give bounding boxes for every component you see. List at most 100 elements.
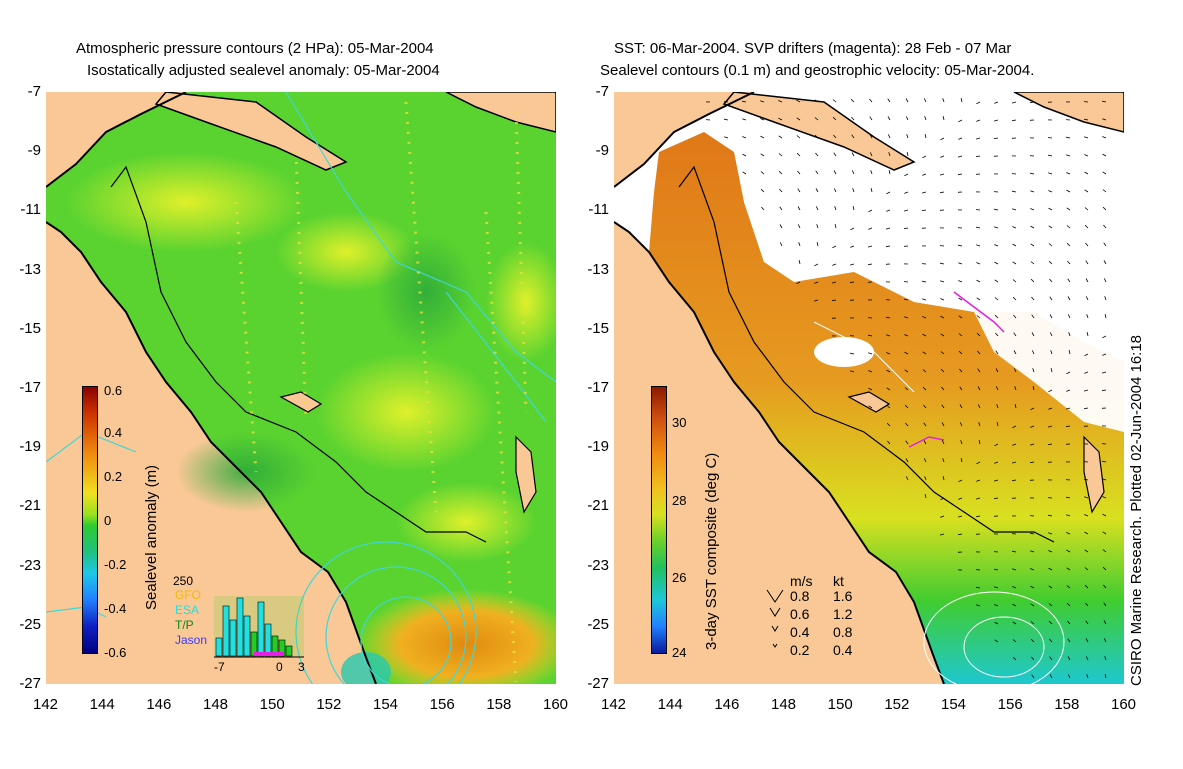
velocity-arrow [1030,261,1035,265]
velocity-arrow [1084,371,1089,374]
histogram-svg [214,596,304,658]
velocity-arrow [870,188,873,193]
velocity-arrow [940,315,945,319]
velocity-arrow [958,119,963,123]
velocity-arrow [960,458,963,463]
velocity-arrow [814,134,819,139]
velocity-arrow [850,98,855,103]
velocity-arrow [941,422,945,427]
velocity-arrow [1012,568,1017,571]
velocity-arrow [995,368,999,373]
velocity-arrow [906,152,909,157]
velocity-arrow [1029,443,1035,446]
left-map [46,92,556,684]
velocity-arrow [1086,314,1089,319]
velocity-arrow [942,116,945,121]
velocity-arrow [995,332,999,337]
velocity-arrow [1030,461,1035,464]
y-tick-label: -9 [595,142,609,160]
velocity-arrow [1102,118,1107,121]
reef [515,435,537,514]
velocity-arrow [976,586,981,589]
velocity-arrow [796,281,801,285]
velocity-arrow [1102,353,1107,356]
velocity-arrow [851,116,855,121]
velocity-arrow [1066,154,1071,157]
velocity-arrow [1030,243,1035,247]
velocity-arrow [868,405,873,409]
velocity-arrow [1048,514,1053,517]
velocity-arrow [905,422,909,427]
velocity-arrow [922,351,927,355]
velocity-arrow [742,100,747,103]
velocity-arrow [1012,639,1017,643]
velocity-arrow [1083,389,1089,392]
velocity-arrow [779,224,783,229]
velocity-arrow [885,227,891,230]
island [1013,92,1124,133]
right-colorbar [651,386,667,654]
velocity-arrow [959,404,963,409]
y-tick-label: -13 [587,260,609,278]
reef [279,391,323,413]
velocity-arrow [1084,549,1089,553]
velocity-arrow [994,586,999,589]
velocity-arrow [1011,101,1017,104]
velocity-arrow [832,245,837,249]
island [445,92,556,133]
velocity-legend-kt: 0.4 [833,642,853,658]
velocity-arrow [923,422,927,427]
x-tick-label: 148 [203,696,229,713]
x-tick-label: 160 [543,696,569,713]
velocity-arrow [778,135,783,139]
velocity-arrow [1085,242,1089,247]
velocity-arrow [1013,368,1017,373]
velocity-arrow [975,497,981,500]
velocity-arrow [886,209,891,212]
velocity-arrow [869,116,873,121]
velocity-arrow [886,352,891,355]
velocity-arrow [1103,584,1107,589]
velocity-arrow [958,262,963,265]
velocity-arrow [1049,638,1053,643]
velocity-arrow [1049,314,1053,319]
velocity-arrow [887,440,891,445]
velocity-arrow [1102,549,1107,553]
velocity-arrow [832,263,837,266]
anomaly-patch [376,232,476,352]
left-colorbar-tick: 0.6 [104,383,123,398]
velocity-arrow [760,135,765,139]
velocity-arrow [1031,296,1035,301]
velocity-arrow [1012,550,1017,553]
velocity-arrow [940,280,945,283]
velocity-arrow [1030,172,1035,175]
velocity-arrow [924,494,927,499]
velocity-arrow [850,281,855,284]
velocity-arrow [1012,119,1017,122]
velocity-arrow [1048,532,1053,535]
right-title-line2: Sealevel contours (0.1 m) and geostrophi… [600,62,1035,79]
velocity-arrow [797,224,801,229]
velocity-arrow [1084,531,1089,535]
velocity-arrow [724,136,729,139]
velocity-arrow [1066,389,1071,392]
velocity-legend-ms: 0.8 [790,588,810,604]
left-title-line1: Atmospheric pressure contours (2 HPa): 0… [76,40,434,57]
sealevel-contour [813,321,915,393]
velocity-arrow [939,533,945,536]
velocity-arrow [942,98,945,103]
histogram-bars [215,597,293,657]
velocity-arrow [977,404,981,409]
velocity-arrow [1012,425,1017,429]
velocity-arrow [976,262,981,265]
credit-text: CSIRO Marine Research. Plotted 02-Jun-20… [1128,334,1145,686]
x-tick-label: 152 [884,696,910,713]
velocity-arrow [960,98,963,103]
velocity-arrow [1031,314,1035,319]
x-tick-label: 144 [657,696,683,713]
velocity-arrow [976,604,981,607]
velocity-arrow [993,479,999,482]
velocity-arrow [1068,350,1071,355]
velocity-arrow [1012,190,1017,193]
velocity-arrow [869,98,873,103]
